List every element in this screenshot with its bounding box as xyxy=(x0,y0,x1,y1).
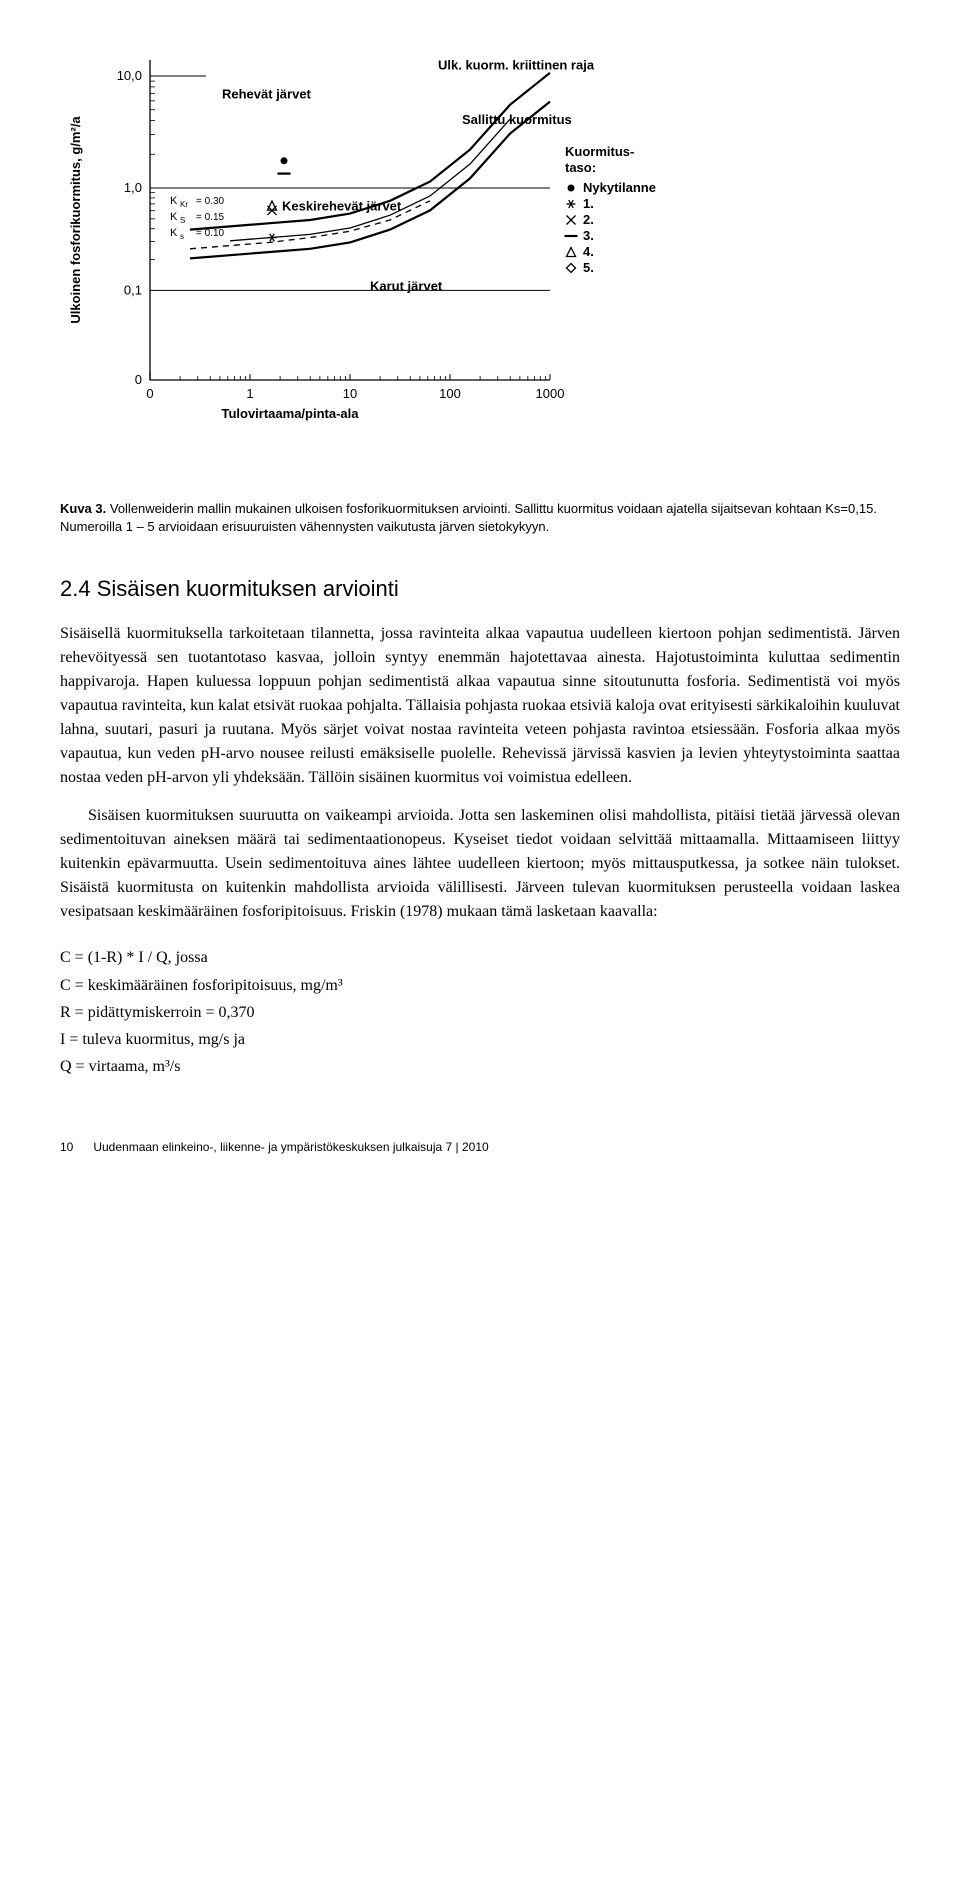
figure-caption: Kuva 3. Vollenweiderin mallin mukainen u… xyxy=(60,500,900,536)
svg-text:Karut järvet: Karut järvet xyxy=(370,278,443,293)
formula-line-3: R = pidättymiskerroin = 0,370 xyxy=(60,999,900,1026)
svg-text:K: K xyxy=(170,211,178,223)
svg-text:K: K xyxy=(170,195,178,207)
svg-text:0,1: 0,1 xyxy=(124,282,142,297)
svg-text:1,0: 1,0 xyxy=(124,180,142,195)
caption-prefix: Kuva 3. xyxy=(60,501,106,516)
page-number: 10 xyxy=(60,1140,90,1154)
chart-svg: Ulkoinen fosforikuormitus, g/m²/a 10,0 1,0… xyxy=(60,40,700,470)
footer-text: Uudenmaan elinkeino-, liikenne- ja ympär… xyxy=(93,1140,488,1154)
svg-text:Ulk. kuorm. kriittinen raja: Ulk. kuorm. kriittinen raja xyxy=(438,58,595,73)
svg-text:100: 100 xyxy=(439,386,461,401)
svg-text:1.: 1. xyxy=(583,196,594,211)
svg-text:4.: 4. xyxy=(583,244,594,259)
svg-text:= 0.30: = 0.30 xyxy=(196,196,225,207)
svg-text:Nykytilanne: Nykytilanne xyxy=(583,180,656,195)
svg-text:2.: 2. xyxy=(583,212,594,227)
svg-text:Tulovirtaama/pinta-ala: Tulovirtaama/pinta-ala xyxy=(221,406,359,421)
formula-line-4: I = tuleva kuormitus, mg/s ja xyxy=(60,1026,900,1053)
svg-text:10,0: 10,0 xyxy=(117,68,142,83)
svg-text:3.: 3. xyxy=(583,228,594,243)
formula-line-5: Q = virtaama, m³/s xyxy=(60,1053,900,1080)
formula-line-2: C = keskimääräinen fosforipitoisuus, mg/… xyxy=(60,972,900,999)
svg-text:Kr: Kr xyxy=(180,200,188,209)
svg-text:K: K xyxy=(170,227,178,239)
svg-text:Kuormitus-: Kuormitus- xyxy=(565,144,634,159)
svg-text:= 0.10: = 0.10 xyxy=(196,228,225,239)
section-heading: 2.4 Sisäisen kuormituksen arviointi xyxy=(60,576,900,602)
page-footer: 10 Uudenmaan elinkeino-, liikenne- ja ym… xyxy=(60,1140,900,1154)
paragraph-1: Sisäisellä kuormituksella tarkoitetaan t… xyxy=(60,622,900,790)
svg-text:0: 0 xyxy=(135,372,142,387)
svg-text:Keskirehevät järvet: Keskirehevät järvet xyxy=(282,198,402,213)
vollenweider-chart: Ulkoinen fosforikuormitus, g/m²/a 10,0 1,0… xyxy=(60,40,700,470)
formula-line-1: C = (1-R) * I / Q, jossa xyxy=(60,944,900,971)
svg-text:1: 1 xyxy=(246,386,253,401)
svg-text:10: 10 xyxy=(343,386,357,401)
svg-text:taso:: taso: xyxy=(565,160,596,175)
formula-block: C = (1-R) * I / Q, jossa C = keskimääräi… xyxy=(60,944,900,1080)
svg-text:Ulkoinen fosforikuormitus, g/m: Ulkoinen fosforikuormitus, g/m²/a xyxy=(68,116,83,324)
paragraph-2: Sisäisen kuormituksen suuruutta on vaike… xyxy=(60,804,900,924)
svg-text:1000: 1000 xyxy=(536,386,565,401)
svg-text:0: 0 xyxy=(146,386,153,401)
caption-text: Vollenweiderin mallin mukainen ulkoisen … xyxy=(60,501,877,534)
svg-text:= 0.15: = 0.15 xyxy=(196,212,225,223)
svg-text:Rehevät järvet: Rehevät järvet xyxy=(222,86,312,101)
svg-text:Sallittu kuormitus: Sallittu kuormitus xyxy=(462,112,572,127)
svg-text:s: s xyxy=(180,232,184,241)
svg-text:S: S xyxy=(180,216,185,225)
svg-text:5.: 5. xyxy=(583,260,594,275)
